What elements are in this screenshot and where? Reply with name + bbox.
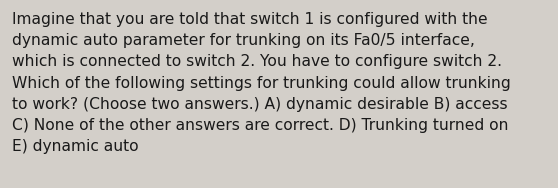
Text: Imagine that you are told that switch 1 is configured with the
dynamic auto para: Imagine that you are told that switch 1 … [12, 12, 511, 154]
